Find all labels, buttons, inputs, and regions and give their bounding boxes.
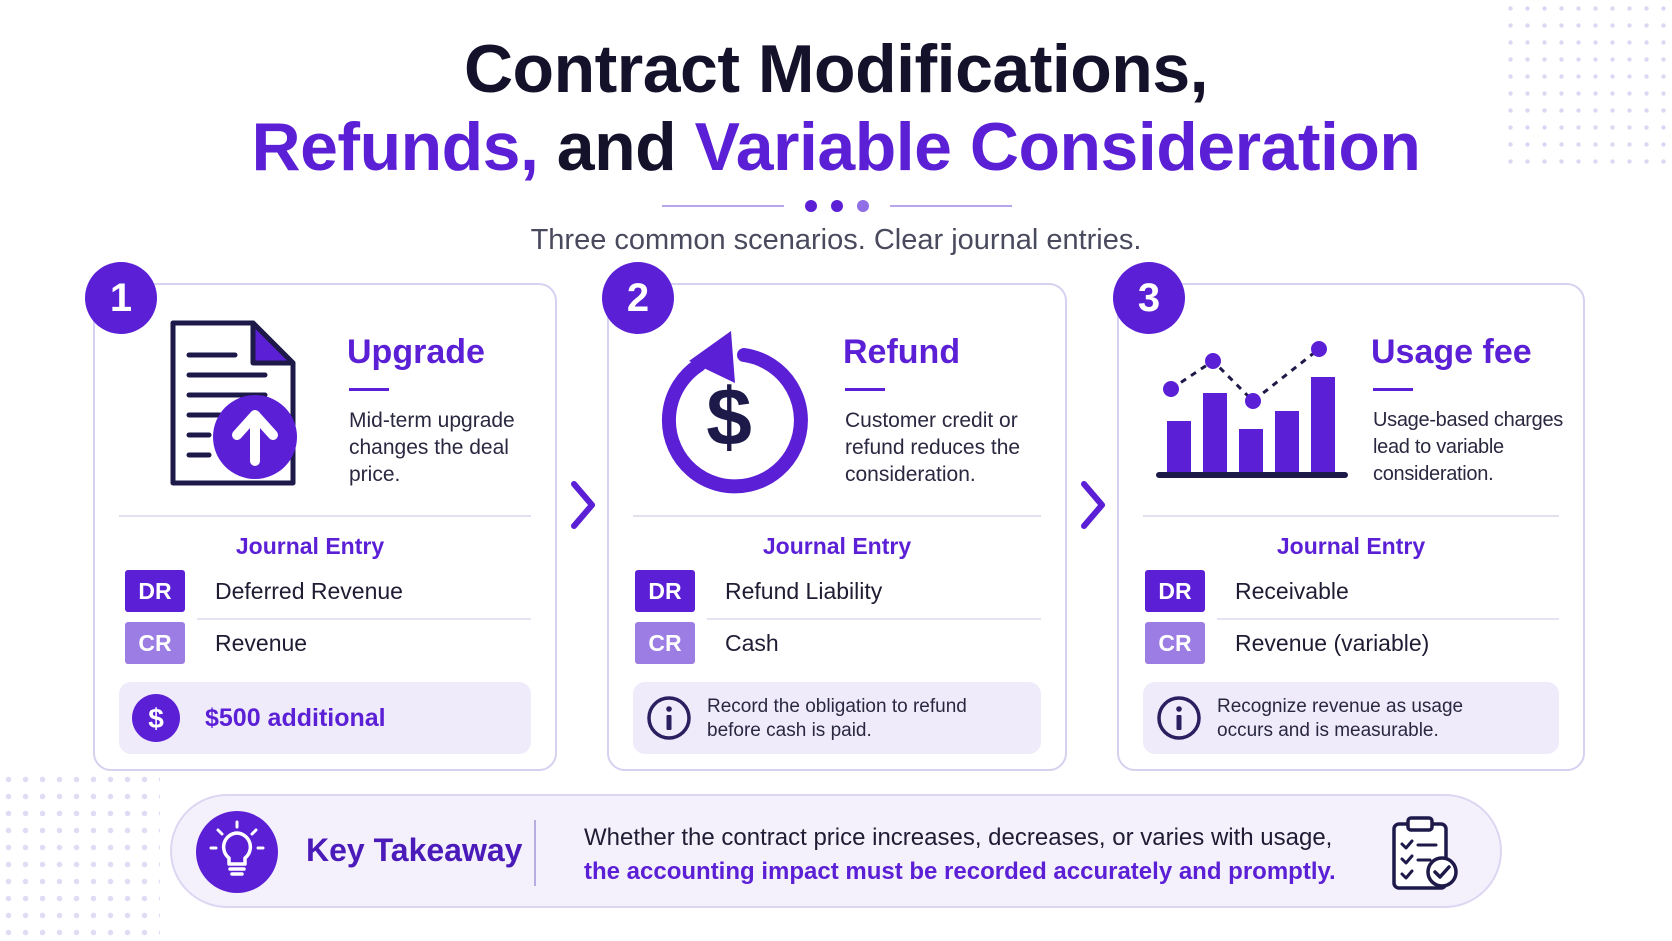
journal-entry-title: Journal Entry bbox=[1276, 533, 1426, 559]
credit-account: Revenue bbox=[215, 630, 308, 656]
card-separator bbox=[633, 515, 1041, 517]
takeaway-separator bbox=[534, 820, 536, 886]
credit-account: Revenue (variable) bbox=[1235, 630, 1430, 656]
card-title: Usage fee bbox=[1371, 333, 1532, 371]
title-underline bbox=[349, 388, 389, 391]
info-note: Record the obligation to refund before c… bbox=[633, 682, 1041, 754]
page-title-line2: Refunds, and Variable Consideration bbox=[0, 108, 1672, 186]
credit-account: Cash bbox=[725, 630, 779, 656]
svg-text:$: $ bbox=[148, 703, 164, 734]
card-separator bbox=[1143, 515, 1559, 517]
title-word-variable-consideration: Variable Consideration bbox=[694, 109, 1421, 185]
scenario-number-3: 3 bbox=[1113, 262, 1185, 334]
scenario-card-refund: $ Refund Customer credit or refund reduc… bbox=[607, 283, 1067, 771]
title-word-and: and bbox=[538, 109, 695, 185]
card-title: Refund bbox=[843, 333, 961, 371]
scenario-card-usage-fee: Usage fee Usage-based charges lead to va… bbox=[1117, 283, 1585, 771]
debit-account: Refund Liability bbox=[725, 578, 883, 604]
amount-value: $500 additional bbox=[205, 704, 386, 732]
dr-tag: DR bbox=[125, 570, 185, 612]
scenario-number-2: 2 bbox=[602, 262, 674, 334]
title-divider bbox=[0, 199, 1672, 213]
journal-entry-title: Journal Entry bbox=[235, 533, 385, 559]
info-icon bbox=[1155, 694, 1203, 747]
title-underline bbox=[845, 388, 885, 391]
row-separator bbox=[1217, 618, 1559, 620]
credit-row: CR Cash bbox=[635, 622, 1041, 664]
cr-tag: CR bbox=[1145, 622, 1205, 664]
cr-tag: CR bbox=[635, 622, 695, 664]
key-takeaway-banner: Key Takeaway Whether the contract price … bbox=[170, 794, 1502, 908]
title-word-refunds: Refunds, bbox=[251, 109, 539, 185]
takeaway-line2: the accounting impact must be recorded a… bbox=[584, 858, 1336, 885]
card-separator bbox=[119, 515, 531, 517]
row-separator bbox=[197, 618, 531, 620]
page-subtitle: Three common scenarios. Clear journal en… bbox=[530, 224, 1142, 256]
credit-row: CR Revenue bbox=[125, 622, 531, 664]
takeaway-line1: Whether the contract price increases, de… bbox=[584, 824, 1333, 851]
debit-account: Deferred Revenue bbox=[215, 578, 403, 604]
page-title-line1: Contract Modifications, bbox=[463, 31, 1209, 107]
row-separator bbox=[707, 618, 1041, 620]
debit-row: DR Deferred Revenue bbox=[125, 570, 531, 620]
document-upload-icon bbox=[165, 315, 305, 500]
title-underline bbox=[1373, 388, 1413, 391]
note-text: Recognize revenue as usage occurs and is… bbox=[1217, 696, 1464, 741]
info-note: Recognize revenue as usage occurs and is… bbox=[1143, 682, 1559, 754]
card-title: Upgrade bbox=[347, 333, 485, 371]
bar-chart-icon bbox=[1149, 321, 1349, 496]
debit-account: Receivable bbox=[1235, 578, 1349, 604]
scenario-number-1: 1 bbox=[85, 262, 157, 334]
debit-row: DR Receivable bbox=[1145, 570, 1559, 620]
decorative-dots-bottom-left bbox=[0, 771, 160, 941]
card-description: Mid-term upgrade changes the deal price. bbox=[349, 409, 515, 486]
decorative-dots-top-right bbox=[1502, 0, 1672, 170]
amount-note: $ $500 additional bbox=[119, 682, 531, 754]
checklist-clipboard-icon bbox=[1386, 814, 1462, 899]
card-description: Usage-based charges lead to variable con… bbox=[1373, 409, 1563, 485]
dollar-icon: $ bbox=[131, 694, 181, 749]
lightbulb-icon bbox=[196, 811, 278, 893]
cr-tag: CR bbox=[125, 622, 185, 664]
takeaway-title: Key Takeaway bbox=[306, 832, 523, 868]
debit-row: DR Refund Liability bbox=[635, 570, 1041, 620]
svg-text:$: $ bbox=[706, 372, 752, 463]
credit-row: CR Revenue (variable) bbox=[1145, 622, 1559, 664]
refund-cycle-icon: $ bbox=[649, 325, 809, 500]
dr-tag: DR bbox=[635, 570, 695, 612]
journal-entry-title: Journal Entry bbox=[762, 533, 912, 559]
info-icon bbox=[645, 694, 693, 747]
chevron-right-icon bbox=[568, 480, 598, 530]
scenario-card-upgrade: Upgrade Mid-term upgrade changes the dea… bbox=[93, 283, 557, 771]
note-text: Record the obligation to refund before c… bbox=[707, 696, 967, 741]
card-description: Customer credit or refund reduces the co… bbox=[845, 409, 1021, 486]
dr-tag: DR bbox=[1145, 570, 1205, 612]
chevron-right-icon bbox=[1078, 480, 1108, 530]
